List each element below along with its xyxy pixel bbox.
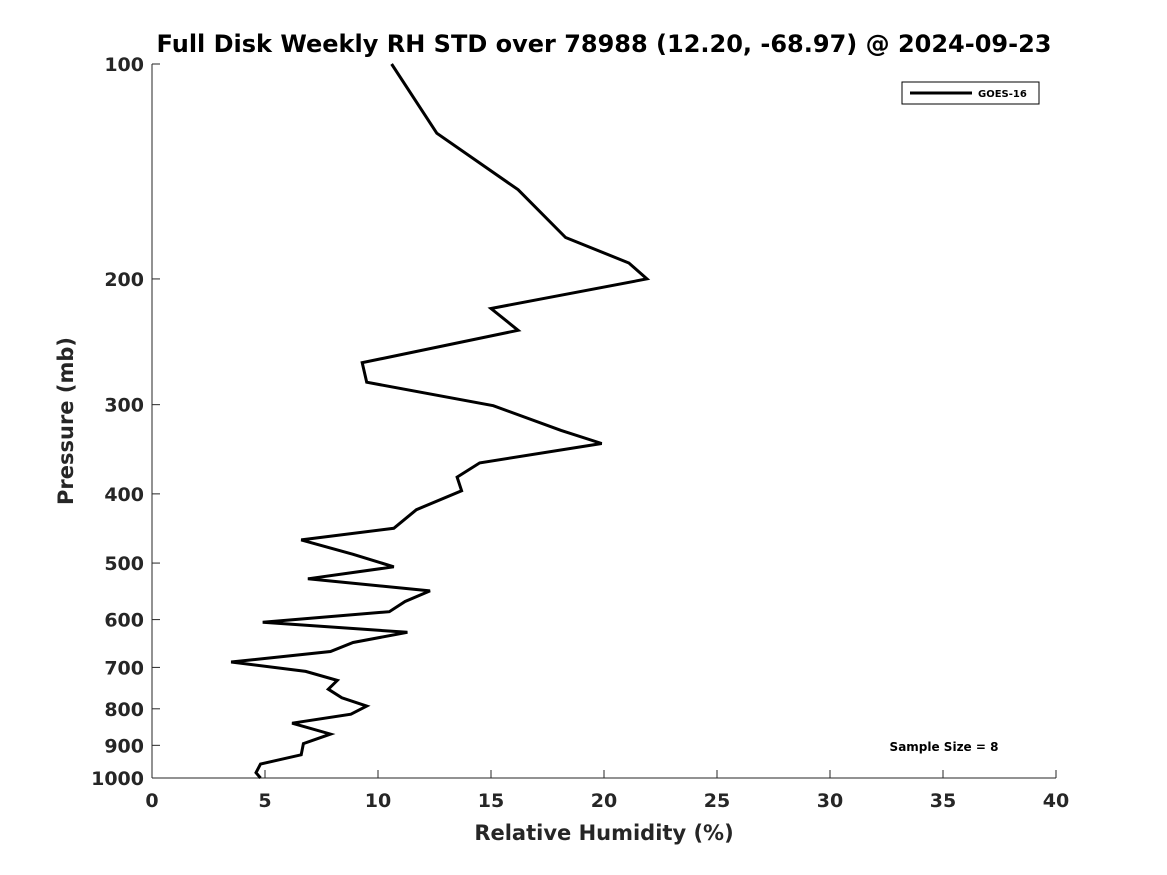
y-tick-label: 600 [104,610,144,632]
x-tick-label: 15 [478,790,504,812]
y-tick-label: 700 [104,657,144,679]
y-tick-label: 100 [104,54,144,76]
legend: GOES-16 [901,81,1040,105]
y-axis-label: Pressure (mb) [54,337,78,505]
y-tick-label: 400 [104,484,144,506]
x-tick-label: 5 [258,790,271,812]
y-tick-label: 800 [104,699,144,721]
chart-title: Full Disk Weekly RH STD over 78988 (12.2… [157,30,1052,58]
x-axis-label: Relative Humidity (%) [474,821,733,845]
y-tick-label: 500 [104,553,144,575]
x-tick-label: 0 [145,790,158,812]
series-line-goes-16 [230,63,651,779]
x-tick-label: 10 [365,790,391,812]
x-tick-label: 25 [704,790,730,812]
x-tick-label: 20 [591,790,617,812]
axis-ticks: 0 5 10 15 20 25 30 35 40 100 200 300 400 500 600 700 800… [91,54,1069,812]
y-tick-label: 1000 [91,768,144,790]
x-tick-label: 35 [930,790,956,812]
y-tick-label: 300 [104,395,144,417]
x-tick-label: 30 [817,790,843,812]
sample-size-annotation: Sample Size = 8 [890,740,999,754]
legend-label-goes-16: GOES-16 [978,89,1027,100]
x-tick-label: 40 [1043,790,1069,812]
y-tick-label: 900 [104,735,144,757]
y-tick-label: 200 [104,269,144,291]
series-layer [230,63,651,779]
